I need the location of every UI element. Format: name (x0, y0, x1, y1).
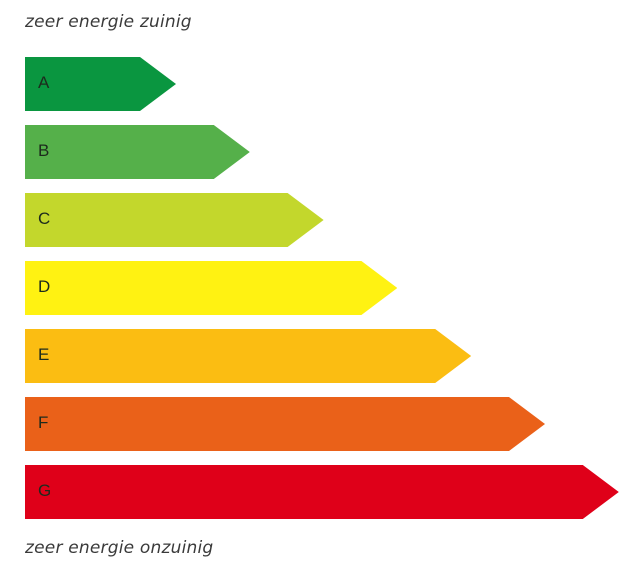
energy-class-a: A (25, 57, 176, 111)
energy-arrow-shape (25, 57, 176, 111)
energy-class-letter: F (38, 413, 49, 432)
energy-arrow-shape (25, 125, 250, 179)
energy-class-f: F (25, 397, 545, 451)
energy-arrow-shape (25, 397, 545, 451)
energy-class-c: C (25, 193, 324, 247)
bottom-label: zeer energie onzuinig (25, 538, 214, 558)
energy-arrow-shape (25, 193, 324, 247)
energy-class-letter: A (38, 73, 50, 92)
energy-class-letter: E (38, 345, 50, 364)
energy-arrow-shape (25, 329, 472, 383)
top-label: zeer energie zuinig (25, 12, 192, 32)
energy-class-letter: D (38, 277, 51, 296)
energy-class-b: B (25, 125, 250, 179)
energy-arrow-shape (25, 465, 619, 519)
energy-class-d: D (25, 261, 398, 315)
energy-class-letter: C (38, 209, 51, 228)
energy-arrow-shape (25, 261, 398, 315)
energy-class-letter: G (38, 481, 52, 500)
energy-class-e: E (25, 329, 472, 383)
energy-class-letter: B (38, 141, 50, 160)
energy-class-g: G (25, 465, 619, 519)
